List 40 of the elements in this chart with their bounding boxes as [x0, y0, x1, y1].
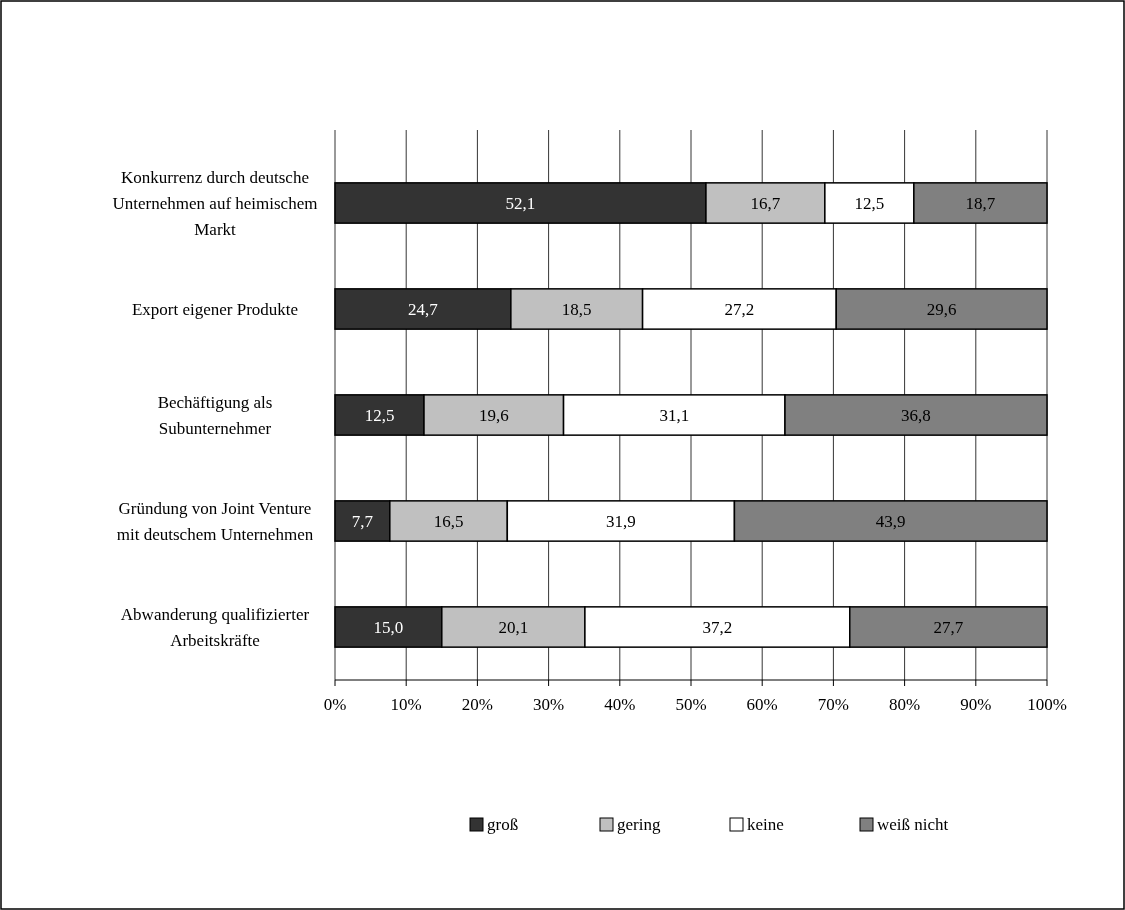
x-tick-label: 30%	[533, 695, 565, 714]
data-label: 18,5	[561, 300, 592, 319]
data-label: 52,1	[505, 194, 536, 213]
x-tick-label: 60%	[746, 695, 778, 714]
x-tick-label: 20%	[461, 695, 493, 714]
data-label: 31,9	[605, 512, 636, 531]
data-label: 20,1	[498, 618, 529, 637]
data-label: 15,0	[373, 618, 404, 637]
data-label: 29,6	[926, 300, 957, 319]
x-tick-label: 90%	[960, 695, 992, 714]
data-label: 12,5	[854, 194, 885, 213]
x-tick-label: 0%	[323, 695, 347, 714]
data-label: 18,7	[965, 194, 996, 213]
x-tick-label: 70%	[817, 695, 849, 714]
x-tick-label: 100%	[1027, 695, 1067, 714]
legend-label: groß	[487, 815, 519, 834]
x-tick-label: 10%	[390, 695, 422, 714]
data-label: 43,9	[875, 512, 906, 531]
data-label: 36,8	[901, 406, 931, 425]
y-tick-label: Bechäftigung als Subunternehmer	[157, 393, 273, 438]
data-label: 16,5	[433, 512, 464, 531]
legend-label: weiß nicht	[877, 815, 949, 834]
data-label: 7,7	[351, 512, 374, 531]
data-label: 24,7	[408, 300, 439, 319]
x-tick-label: 40%	[604, 695, 636, 714]
data-label: 16,7	[750, 194, 781, 213]
x-tick-label: 50%	[675, 695, 707, 714]
data-label: 19,6	[478, 406, 509, 425]
legend-label: keine	[747, 815, 784, 834]
data-label: 27,2	[724, 300, 755, 319]
y-tick-label: Gründung von Joint Venture mit deutschem Unternehmen	[116, 499, 314, 544]
data-label: 12,5	[364, 406, 395, 425]
y-tick-label: Konkurrenz durch deutsche Unternehmen auf heimischem Markt	[112, 168, 318, 239]
legend-label: gering	[617, 815, 661, 834]
x-tick-label: 80%	[889, 695, 921, 714]
y-tick-label: Abwanderung qualifizierter Arbeitskräfte	[120, 605, 310, 650]
y-tick-label: Export eigener Produkte	[131, 300, 299, 319]
data-label: 31,1	[659, 406, 690, 425]
data-label: 27,7	[933, 618, 964, 637]
data-label: 37,2	[702, 618, 733, 637]
